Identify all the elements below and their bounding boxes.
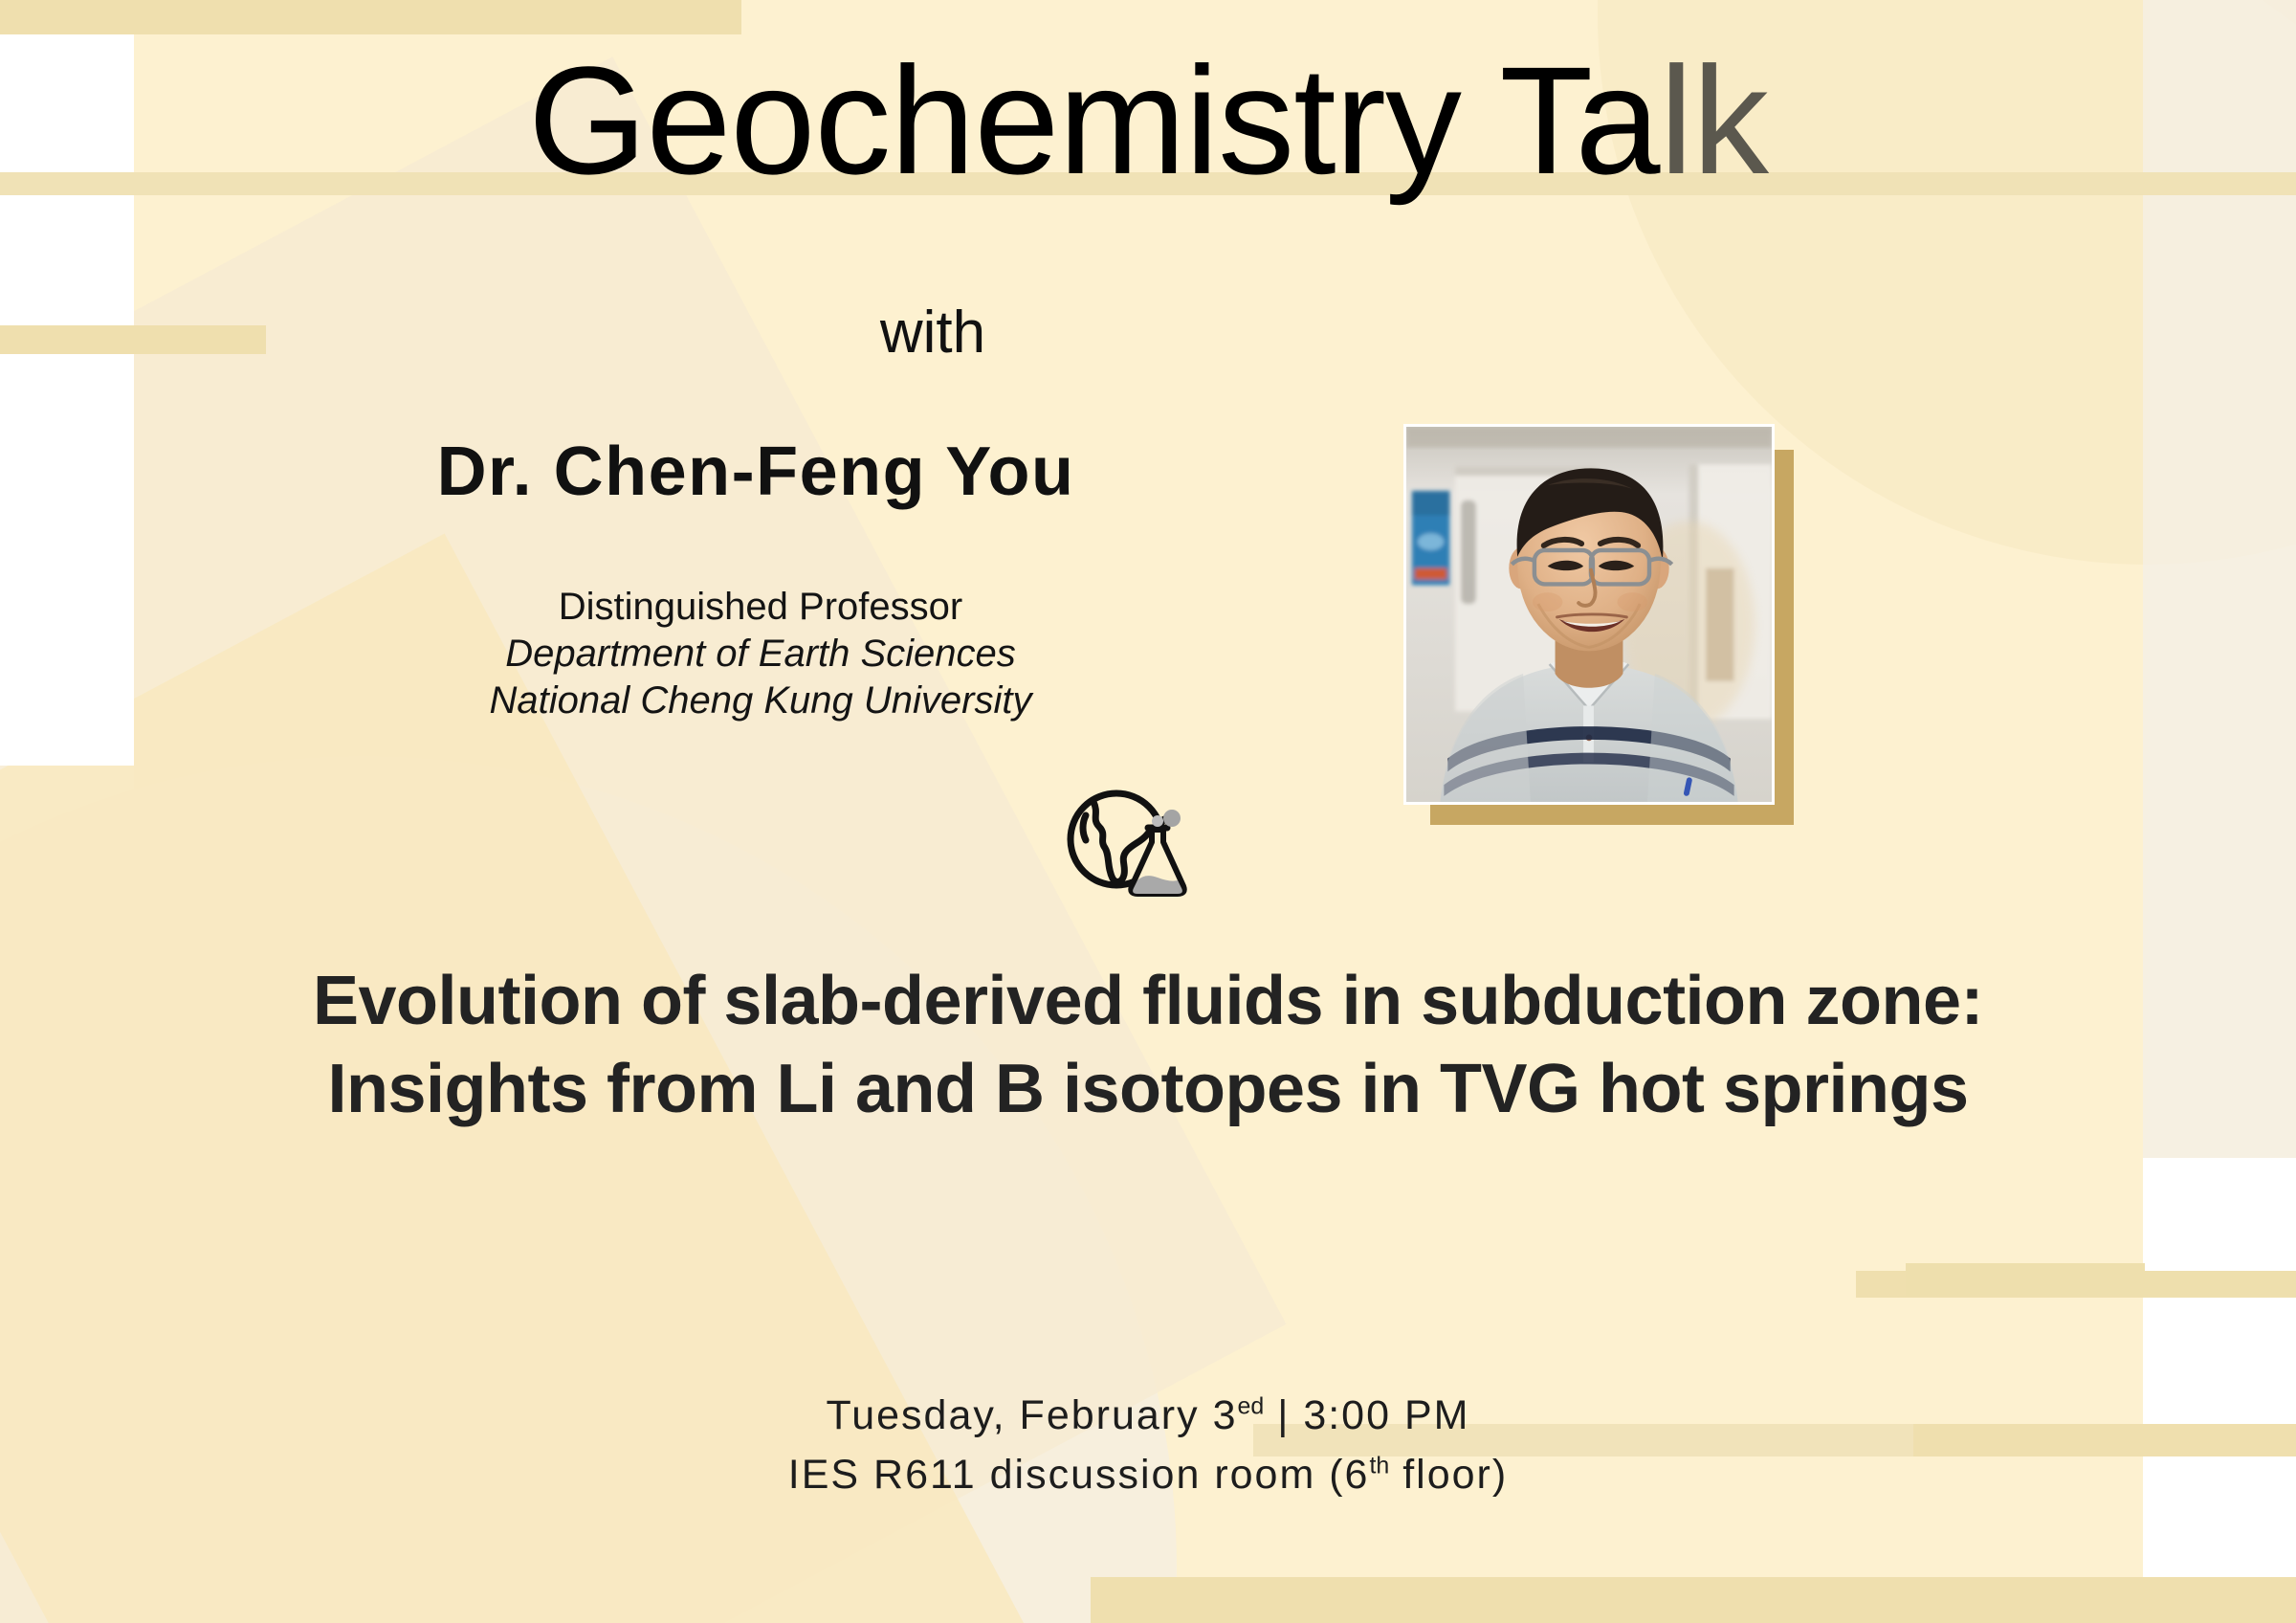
- event-time: | 3:00 PM: [1264, 1392, 1470, 1438]
- event-venue-ordinal: th: [1369, 1453, 1390, 1480]
- decorative-bar-top-left: [0, 0, 741, 34]
- speaker-affiliation: Distinguished Professor Department of Ea…: [220, 584, 1301, 723]
- globe-flask-geochemistry-icon: [1057, 787, 1201, 901]
- left-white-gutter-3: [0, 354, 134, 766]
- talk-title: Evolution of slab-derived fluids in subd…: [312, 963, 1984, 1128]
- event-date: Tuesday, February 3: [826, 1392, 1238, 1438]
- decorative-bar-right-3: [1904, 1424, 2296, 1456]
- speaker-photo: [1403, 424, 1775, 805]
- event-date-ordinal: ed: [1237, 1392, 1265, 1420]
- right-white-gutter-1: [2145, 1158, 2296, 1271]
- affiliation-line-title: Distinguished Professor: [558, 586, 963, 628]
- with-label: with: [879, 300, 986, 366]
- right-white-gutter-3: [2145, 1456, 2296, 1577]
- page-title: Geochemistry Talk: [0, 40, 2296, 201]
- speaker-name: Dr. Chen-Feng You: [436, 434, 1075, 510]
- page-title-main: Geochemistry Ta: [527, 34, 1660, 206]
- event-venue: IES R611 discussion room (6th floor): [287, 1445, 2009, 1504]
- event-venue-prefix: IES R611 discussion room (6: [787, 1452, 1370, 1499]
- decorative-bar-right-4: [1253, 1424, 1913, 1456]
- left-white-gutter-1: [0, 34, 134, 172]
- affiliation-line-department: Department of Earth Sciences: [505, 632, 1016, 675]
- decorative-bar-left-3: [0, 325, 266, 354]
- affiliation-line-university: National Cheng Kung University: [489, 678, 1032, 722]
- event-venue-suffix: floor): [1389, 1452, 1509, 1499]
- decorative-bar-bottom: [1091, 1577, 2296, 1623]
- decorative-bar-left-2: [0, 172, 2296, 195]
- event-datetime: Tuesday, February 3ed | 3:00 PM: [287, 1386, 2009, 1445]
- right-white-gutter-2: [2145, 1298, 2296, 1424]
- left-white-gutter-2: [0, 195, 134, 325]
- event-logistics: Tuesday, February 3ed | 3:00 PM IES R611…: [287, 1386, 2009, 1505]
- page-title-tail: lk: [1659, 34, 1769, 206]
